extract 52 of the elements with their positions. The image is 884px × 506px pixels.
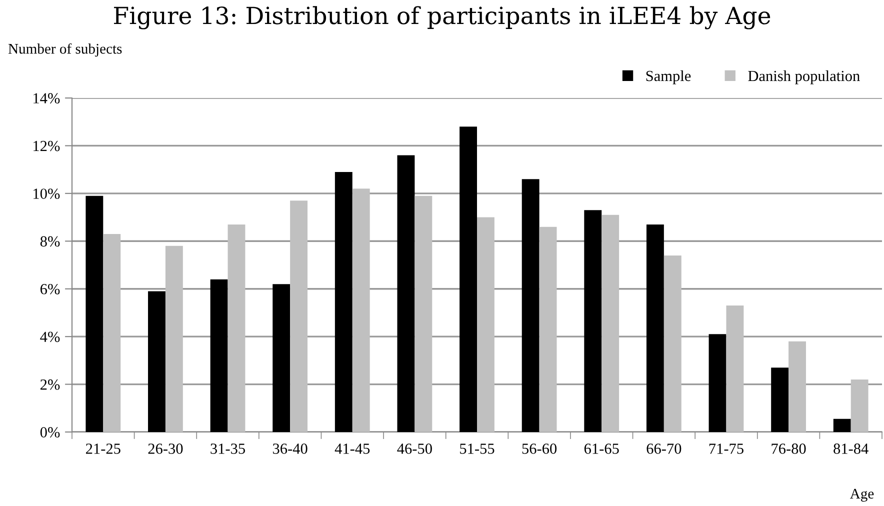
y-axis-title: Number of subjects: [8, 43, 122, 57]
bar: [460, 126, 477, 432]
bar: [771, 368, 789, 432]
chart-title: Figure 13: Distribution of participants in iLEE4 by Age: [114, 6, 770, 30]
bar: [352, 188, 370, 432]
legend-label: Danish population: [748, 70, 860, 84]
x-tick-label: 41-45: [334, 444, 370, 454]
y-tick-label: 10%: [34, 188, 60, 199]
x-tick-label: 66-70: [646, 444, 682, 454]
x-tick-label: 56-60: [522, 444, 557, 454]
bar: [290, 200, 308, 432]
x-tick-label: 21-25: [86, 444, 120, 454]
bar: [397, 155, 415, 432]
x-tick-label: 51-55: [460, 444, 494, 454]
y-tick-label: 6%: [40, 284, 60, 294]
x-tick-label: 71-75: [709, 444, 744, 454]
x-axis-title: Age: [850, 488, 874, 502]
y-tick-label: 14%: [34, 93, 60, 104]
bar: [228, 224, 246, 432]
y-tick-label: 8%: [40, 236, 60, 247]
bar: [210, 279, 228, 432]
bar: [103, 234, 121, 432]
bar: [726, 306, 744, 432]
bar: [334, 172, 352, 432]
bar: [664, 255, 682, 432]
x-tick-label: 31-35: [210, 444, 245, 454]
bar: [148, 291, 166, 432]
x-tick-label: 46-50: [397, 444, 432, 454]
x-tick-label: 61-65: [584, 444, 619, 454]
bar: [708, 334, 726, 432]
y-tick-label: 12%: [34, 140, 60, 152]
bar: [602, 214, 620, 432]
x-tick-label: 81-84: [834, 444, 868, 454]
bar: [584, 210, 602, 432]
bar: [522, 179, 540, 432]
bar: [646, 224, 664, 432]
bar: [477, 217, 494, 432]
bar: [165, 246, 183, 432]
bar: [272, 284, 290, 432]
bar: [414, 196, 432, 432]
x-tick-label: 26-30: [148, 444, 183, 454]
bar: [833, 418, 851, 432]
x-tick-label: 36-40: [272, 444, 308, 454]
bar: [86, 196, 104, 432]
y-tick-label: 0%: [40, 427, 60, 438]
bar: [788, 341, 806, 432]
bar: [850, 380, 868, 432]
y-tick-label: 2%: [40, 379, 60, 390]
bar: [539, 226, 557, 432]
x-tick-label: 76-80: [772, 444, 806, 454]
y-tick-label: 4%: [40, 332, 60, 342]
legend-label: Sample: [646, 70, 691, 84]
